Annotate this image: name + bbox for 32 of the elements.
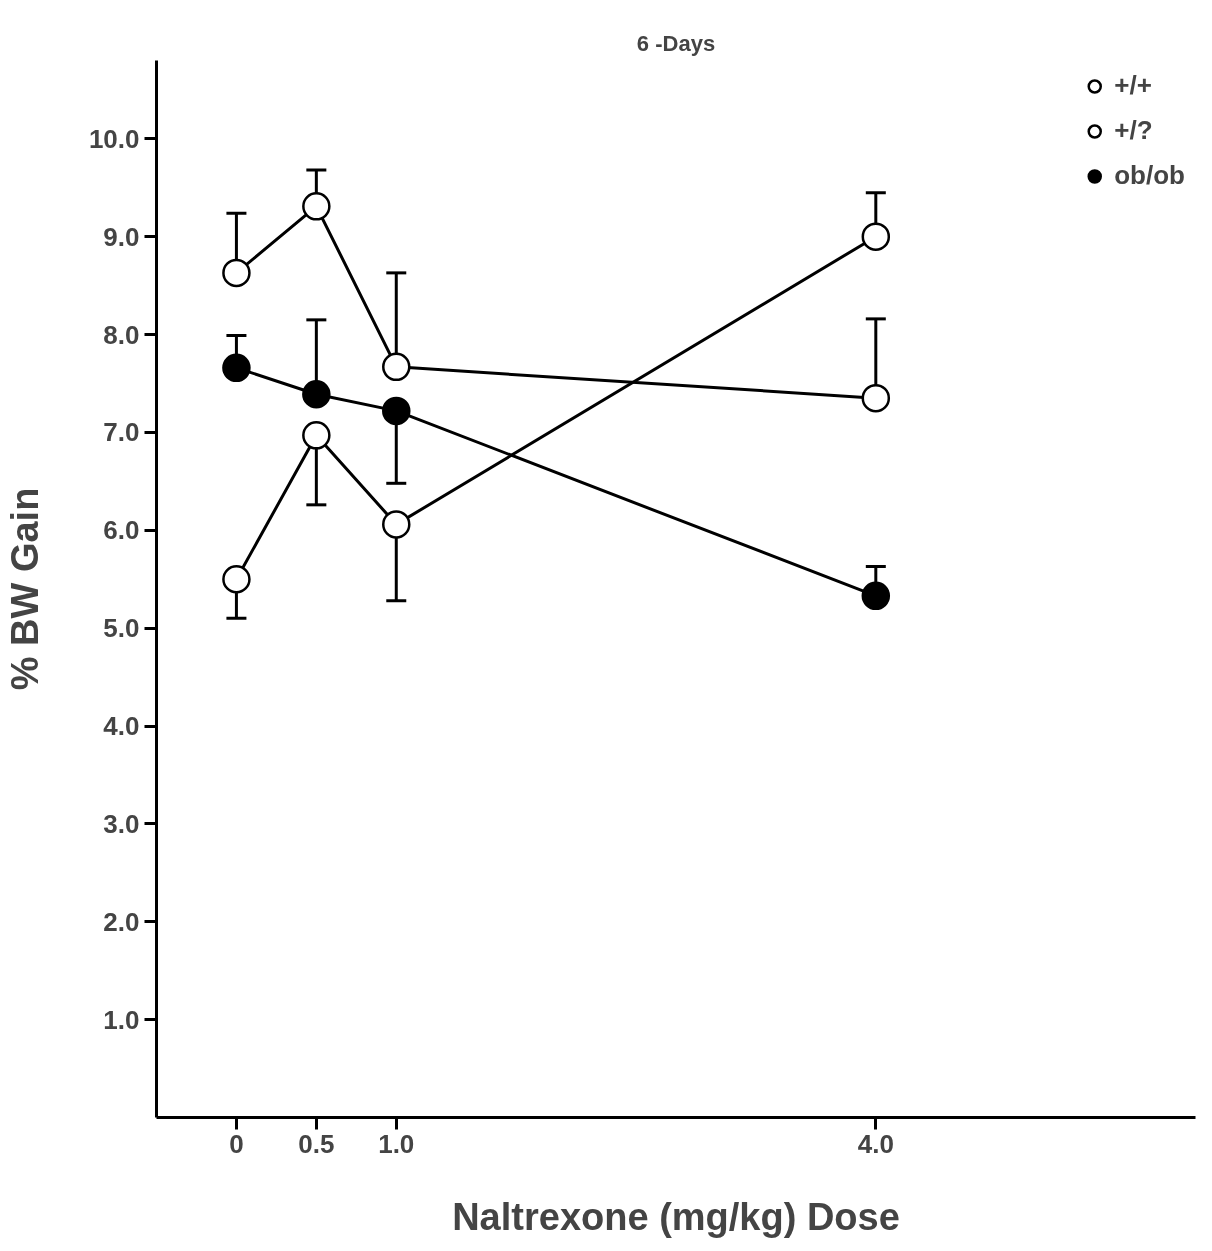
point: [861, 383, 891, 413]
point: [861, 222, 891, 251]
y-axis-title: % BW Gain: [3, 487, 46, 691]
point: [222, 258, 251, 288]
point: [302, 192, 331, 221]
y-tick-label: 7.0: [103, 417, 140, 448]
y-tick-label: 8.0: [103, 319, 140, 350]
y-tick-label: 4.0: [103, 711, 140, 742]
y-tick-label: 10.0: [88, 123, 140, 154]
legend-label: +/?: [1114, 115, 1153, 146]
y-tick-label: 3.0: [103, 808, 140, 839]
legend-label: +/+: [1114, 70, 1152, 101]
legend-label: ob/ob: [1114, 160, 1185, 191]
y-tick-label: 9.0: [103, 221, 140, 252]
chart-title: 6 -Days: [636, 30, 716, 56]
point: [382, 396, 411, 426]
point: [861, 581, 891, 611]
x-tick-label: 0: [229, 1128, 244, 1159]
y-tick-label: 2.0: [103, 906, 140, 937]
y-tick-label: 5.0: [103, 613, 140, 644]
point: [302, 380, 331, 409]
point: [382, 352, 411, 382]
point: [222, 564, 251, 594]
y-tick-label: 6.0: [103, 515, 140, 546]
x-tick-label: 0.5: [298, 1128, 335, 1159]
y-tick-label: 1.0: [103, 1004, 140, 1035]
x-tick-label: 4.0: [857, 1128, 894, 1159]
point: [382, 510, 411, 539]
x-axis-title: Naltrexone (mg/kg) Dose: [452, 1195, 900, 1238]
x-tick-label: 1.0: [378, 1128, 415, 1159]
point: [222, 353, 251, 383]
point: [302, 421, 331, 450]
